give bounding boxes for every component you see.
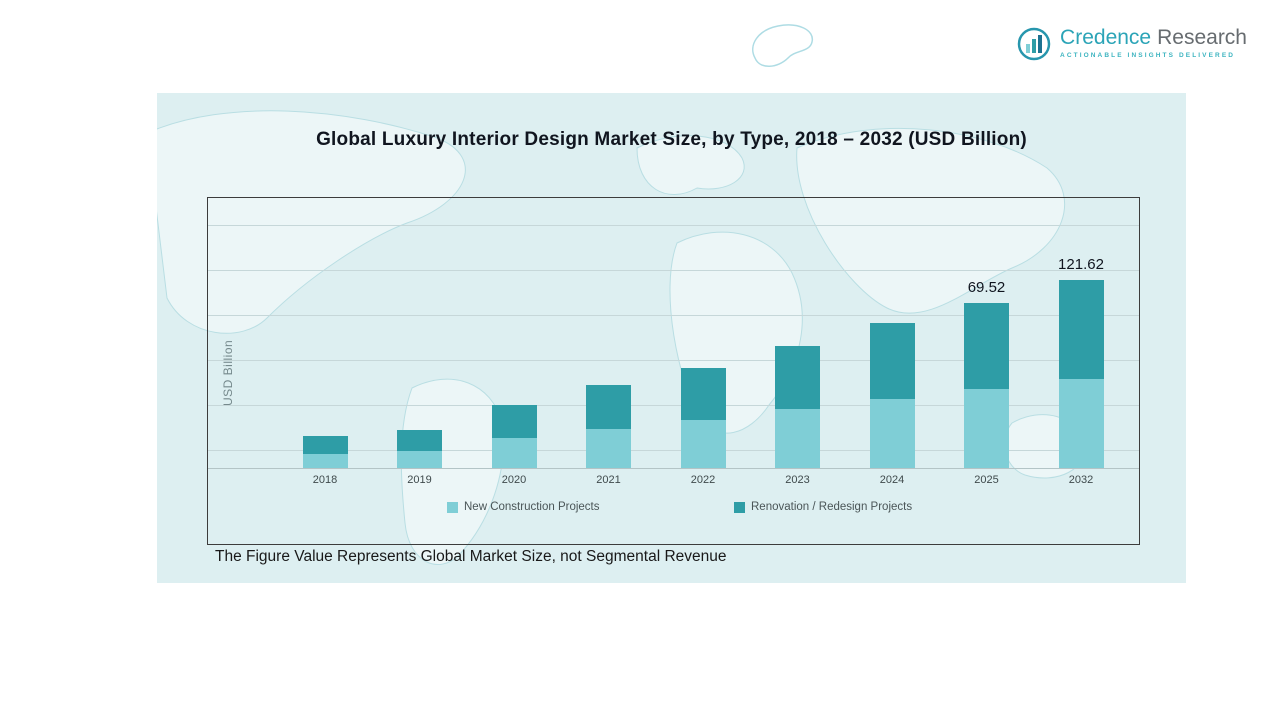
bar-segment-renovation <box>302 436 348 454</box>
stacked-bar <box>397 430 442 468</box>
legend-item: New Construction Projects <box>447 501 600 513</box>
legend-label: New Construction Projects <box>464 501 600 513</box>
legend-swatch <box>734 501 745 513</box>
bar-total-label: 121.62 <box>1058 256 1104 273</box>
bar-segment-new-construction <box>586 429 631 468</box>
bar-segment-new-construction <box>1058 379 1104 468</box>
bar-segment-renovation <box>586 385 631 429</box>
landmass-outline <box>157 110 466 334</box>
bar-segment-renovation <box>1058 280 1104 379</box>
stacked-bar <box>869 323 915 468</box>
bar-segment-new-construction <box>964 389 1009 468</box>
bar-segment-renovation <box>491 405 537 438</box>
bar-segment-new-construction <box>680 420 726 468</box>
stacked-bar <box>1058 280 1104 468</box>
bar-total-label: 69.52 <box>967 279 1006 296</box>
landmass-outline <box>752 24 813 67</box>
x-axis-label: 2024 <box>879 474 905 486</box>
x-axis-label: 2020 <box>501 474 527 486</box>
plot-area: USD Billion 2018 2019 2020 2021 2022 2023 2024… <box>207 197 1140 545</box>
gridline <box>208 405 1139 406</box>
landmass-outline <box>400 378 504 565</box>
stacked-bar <box>964 303 1009 468</box>
stacked-bar <box>302 436 348 468</box>
x-axis-label: 2018 <box>312 474 338 486</box>
legend-label: Renovation / Redesign Projects <box>751 501 913 513</box>
gridline <box>208 360 1139 361</box>
stacked-bar <box>491 405 537 468</box>
brand-name-primary: Credence <box>1060 26 1152 49</box>
logo-text: Credence Research ACTIONABLE INSIGHTS DEL… <box>1060 26 1247 59</box>
legend-item: Renovation / Redesign Projects <box>734 501 912 513</box>
bar-segment-renovation <box>775 346 820 409</box>
x-axis-label: 2025 <box>974 474 999 486</box>
gridline <box>208 450 1139 451</box>
bar-segment-new-construction <box>869 399 915 468</box>
bar-segment-new-construction <box>491 438 537 468</box>
chart-footnote: The Figure Value Represents Global Marke… <box>215 548 727 565</box>
credence-logo-icon <box>1017 27 1051 61</box>
gridline <box>208 270 1139 271</box>
y-axis-label: USD Billion <box>221 339 235 407</box>
credence-research-logo: Credence Research ACTIONABLE INSIGHTS DEL… <box>1016 26 1247 62</box>
stacked-bar <box>586 385 631 468</box>
legend-swatch <box>447 501 458 513</box>
chart-panel: Global Luxury Interior Design Market Siz… <box>157 93 1186 583</box>
bar-segment-new-construction <box>397 451 442 468</box>
brand-name-secondary: Research <box>1157 26 1247 49</box>
gridline <box>208 315 1139 316</box>
bar-segment-renovation <box>397 430 442 451</box>
island-outline-decoration <box>752 24 813 67</box>
bar-segment-renovation <box>680 368 726 420</box>
brand-tagline: ACTIONABLE INSIGHTS DELIVERED <box>1060 52 1236 59</box>
bar-segment-renovation <box>964 303 1009 389</box>
x-axis-label: 2023 <box>785 474 810 486</box>
bar-segment-new-construction <box>775 409 820 468</box>
x-axis-label: 2019 <box>407 474 432 486</box>
landmass-outline <box>636 135 745 196</box>
bar-segment-renovation <box>869 323 915 399</box>
gridline <box>208 225 1139 226</box>
chart-title: Global Luxury Interior Design Market Siz… <box>316 129 1027 150</box>
x-axis-label: 2032 <box>1068 474 1094 486</box>
x-axis-label: 2021 <box>596 474 621 486</box>
stacked-bar <box>775 346 820 468</box>
bar-segment-new-construction <box>302 454 348 468</box>
stacked-bar <box>680 368 726 468</box>
brand-name: Credence Research <box>1060 26 1247 50</box>
x-axis-label: 2022 <box>690 474 716 486</box>
axis-baseline <box>208 468 1139 469</box>
